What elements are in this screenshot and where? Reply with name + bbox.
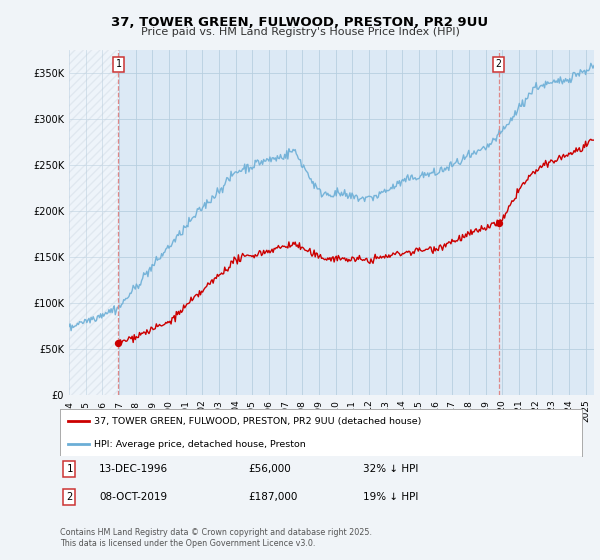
Text: HPI: Average price, detached house, Preston: HPI: Average price, detached house, Pres…: [94, 440, 305, 449]
Point: [494, 218, 503, 227]
Text: 37, TOWER GREEN, FULWOOD, PRESTON, PR2 9UU (detached house): 37, TOWER GREEN, FULWOOD, PRESTON, PR2 9…: [94, 417, 421, 426]
Text: 1: 1: [66, 464, 73, 474]
Text: Price paid vs. HM Land Registry's House Price Index (HPI): Price paid vs. HM Land Registry's House …: [140, 27, 460, 37]
Text: Contains HM Land Registry data © Crown copyright and database right 2025.
This d: Contains HM Land Registry data © Crown c…: [60, 528, 372, 548]
Text: 2: 2: [66, 492, 73, 502]
Text: £187,000: £187,000: [248, 492, 297, 502]
Text: 08-OCT-2019: 08-OCT-2019: [99, 492, 167, 502]
Text: £56,000: £56,000: [248, 464, 290, 474]
Text: 1: 1: [115, 59, 121, 69]
Bar: [69, 50, 118, 395]
Bar: [69, 50, 118, 395]
Text: 13-DEC-1996: 13-DEC-1996: [99, 464, 168, 474]
Text: 19% ↓ HPI: 19% ↓ HPI: [363, 492, 418, 502]
Text: 2: 2: [496, 59, 502, 69]
Text: 37, TOWER GREEN, FULWOOD, PRESTON, PR2 9UU: 37, TOWER GREEN, FULWOOD, PRESTON, PR2 9…: [112, 16, 488, 29]
Text: 32% ↓ HPI: 32% ↓ HPI: [363, 464, 418, 474]
Point: [113, 339, 123, 348]
